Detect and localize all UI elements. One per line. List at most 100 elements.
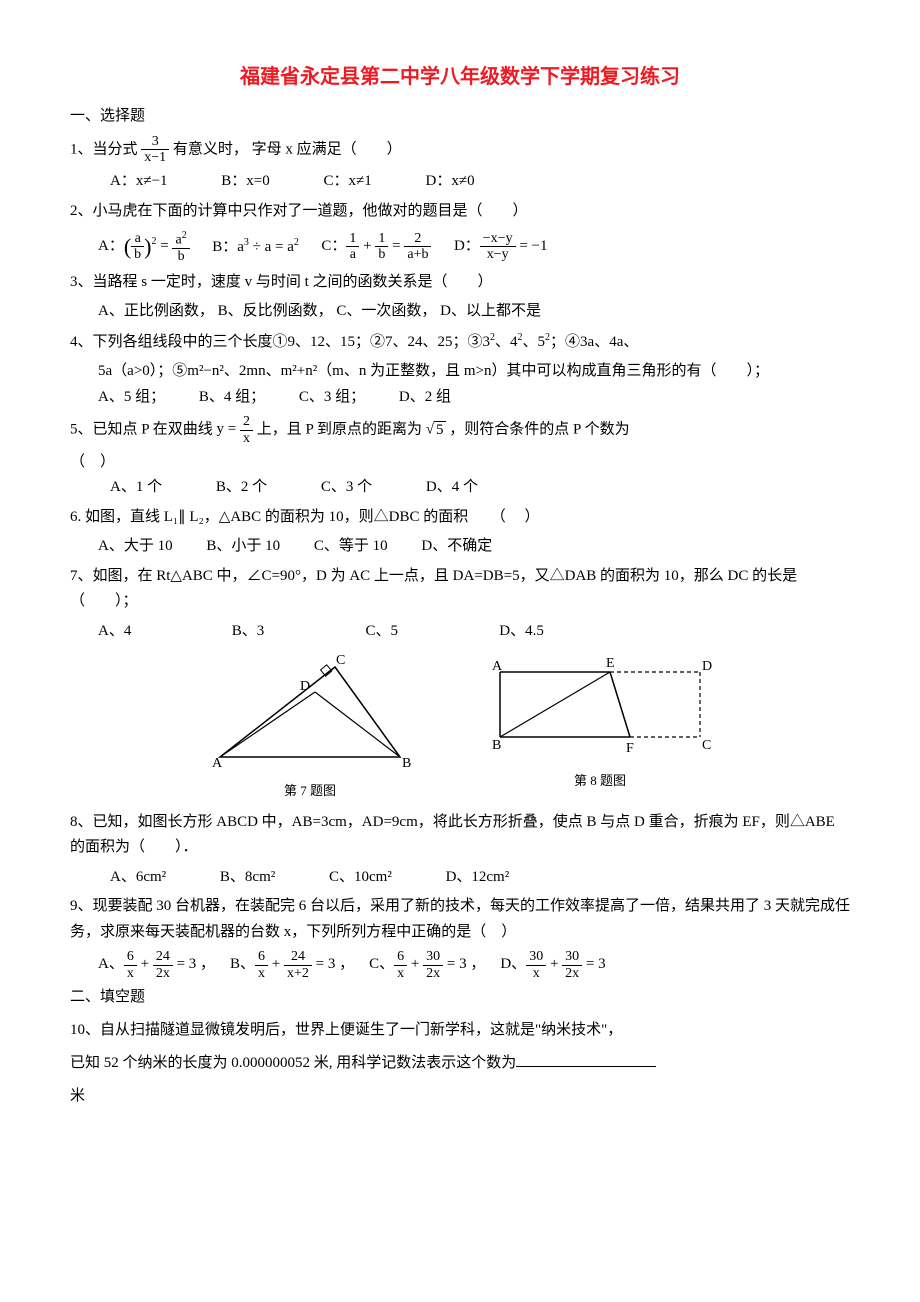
q9-opt-a: A、6x + 242x = 3 ，: [98, 956, 219, 972]
q6-options: A、大于 10 B、小于 10 C、等于 10 D、不确定: [70, 534, 850, 560]
q6-opt-d: D、不确定: [421, 534, 492, 560]
q9b1d: x: [255, 966, 268, 981]
q9a-pre: A、: [98, 956, 124, 972]
q9de: = 3: [582, 956, 605, 972]
q1-options: A：x≠−1 B：x=0 C：x≠1 D：x≠0: [70, 169, 850, 195]
q4-l1d: ；④3a、4a、: [550, 334, 638, 350]
page-title: 福建省永定县第二中学八年级数学下学期复习练习: [70, 60, 850, 94]
q2c-pre: C：: [321, 238, 346, 254]
q10-l2: 已知 52 个纳米的长度为 0.000000052 米, 用科学记数法表示这个数…: [70, 1047, 850, 1080]
q9c1n: 6: [394, 949, 407, 965]
fill-blank[interactable]: [516, 1052, 656, 1067]
q9b1n: 6: [255, 949, 268, 965]
q4-opt-c: C、3 组；: [299, 385, 365, 411]
fig8-caption: 第 8 题图: [480, 770, 720, 792]
q10-l2a: 已知 52 个纳米的长度为 0.000000052 米, 用科学记数法表示这个数…: [70, 1055, 516, 1071]
q2a-ld: b: [131, 247, 144, 262]
q5-opt-b: B、2 个: [216, 475, 267, 501]
q8-opt-c: C、10cm²: [329, 865, 392, 891]
q9be: = 3 ，: [312, 956, 354, 972]
q5-opt-d: D、4 个: [426, 475, 478, 501]
question-6: 6. 如图，直线 L₁∥ L₂，△ABC 的面积为 10，则△DBC 的面积 （…: [70, 505, 850, 531]
fig8-label-c: C: [702, 738, 711, 753]
q4-opt-b: B、4 组；: [199, 385, 265, 411]
q3-opt-b: B、反比例函数，: [218, 303, 333, 319]
q7-opt-a: A、4: [98, 619, 228, 645]
q9b2n: 24: [284, 949, 312, 965]
q8-opt-b: B、8cm²: [220, 865, 275, 891]
q2a-eq: =: [157, 238, 173, 254]
q6-opt-b: B、小于 10: [206, 534, 280, 560]
q4-l1a: 4、下列各组线段中的三个长度①9、12、15；②7、24、25；③3: [70, 334, 490, 350]
q9b2d: x+2: [284, 966, 312, 981]
q4-l1b: 、4: [495, 334, 518, 350]
q9c-pre: C、: [369, 956, 394, 972]
question-10: 10、自从扫描隧道显微镜发明后，世界上便诞生了一门新学科，这就是"纳米技术"， …: [70, 1014, 850, 1113]
question-2: 2、小马虎在下面的计算中只作对了一道题，他做对的题目是（ ）: [70, 199, 850, 225]
fig7-label-c: C: [336, 653, 345, 668]
q9d1n: 30: [526, 949, 546, 965]
q2a-rsup: 2: [182, 230, 187, 241]
q5-options: A、1 个 B、2 个 C、3 个 D、4 个: [70, 475, 850, 501]
question-4: 4、下列各组线段中的三个长度①9、12、15；②7、24、25；③32、42、5…: [70, 329, 850, 356]
q1-stem-a: 1、当分式: [70, 141, 141, 157]
q9-opt-d: D、30x + 302x = 3: [500, 956, 605, 972]
q1-opt-d: D：x≠0: [426, 169, 475, 195]
q5-opt-a: A、1 个: [110, 475, 162, 501]
section-2-heading: 二、填空题: [70, 985, 850, 1011]
q9d1d: x: [526, 966, 546, 981]
q10-l1: 10、自从扫描隧道显微镜发明后，世界上便诞生了一门新学科，这就是"纳米技术"，: [70, 1014, 850, 1047]
q2d-pre: D：: [454, 238, 480, 254]
q9d-pre: D、: [500, 956, 526, 972]
fig7-caption: 第 7 题图: [200, 780, 420, 802]
q3-options: A、正比例函数， B、反比例函数， C、一次函数， D、以上都不是: [70, 299, 850, 325]
q5-paren: （ ）: [70, 450, 850, 476]
q4-opt-a: A、5 组；: [98, 385, 165, 411]
q5-opt-c: C、3 个: [321, 475, 372, 501]
q2-options: A：(ab)2 = a2b B：a3 ÷ a = a2 C：1a + 1b = …: [70, 228, 850, 265]
triangle-icon: A B C D: [200, 652, 420, 772]
q3-opt-d: D、以上都不是: [440, 303, 541, 319]
q1-opt-b: B：x=0: [221, 169, 269, 195]
q5-fn: 2: [240, 414, 253, 430]
q1-fraction: 3 x−1: [141, 134, 169, 166]
figures-row: A B C D 第 7 题图 A E D B F C 第 8 题图: [70, 652, 850, 801]
q9d2d: 2x: [562, 966, 582, 981]
fig7-label-b: B: [402, 756, 411, 771]
q5-y: y =: [217, 421, 240, 437]
section-1-heading: 一、选择题: [70, 104, 850, 130]
question-1: 1、当分式 3 x−1 有意义时， 字母 x 应满足（ ）: [70, 134, 850, 166]
q5-s3: ，则符合条件的点 P 个数为: [449, 422, 629, 438]
q9cp: +: [407, 956, 423, 972]
q5-s2: 上，且 P 到原点的距离为: [257, 422, 426, 438]
q10-l2b: 米: [70, 1080, 850, 1113]
q2ce: =: [388, 238, 404, 254]
q4-l1c: 、5: [523, 334, 546, 350]
q1-opt-c: C：x≠1: [324, 169, 372, 195]
q2b-a: B：a: [212, 239, 244, 255]
q9bp: +: [268, 956, 284, 972]
q6-opt-a: A、大于 10: [98, 534, 173, 560]
q9a2d: 2x: [153, 966, 173, 981]
fig7-label-a: A: [212, 756, 223, 771]
q9a1d: x: [124, 966, 137, 981]
q9c2n: 30: [423, 949, 443, 965]
q9d2n: 30: [562, 949, 582, 965]
q2-opt-c: C：1a + 1b = 2a+b: [321, 238, 435, 254]
figure-8: A E D B F C 第 8 题图: [480, 652, 720, 801]
q6-opt-c: C、等于 10: [314, 534, 388, 560]
fig8-label-d: D: [702, 659, 712, 674]
q5-fd: x: [240, 431, 253, 446]
q9c1d: x: [394, 966, 407, 981]
q9-opt-c: C、6x + 302x = 3 ，: [369, 956, 489, 972]
fig8-label-a: A: [492, 659, 503, 674]
q2-opt-a: A：(ab)2 = a2b: [98, 238, 193, 254]
q5-rv: 5: [434, 421, 446, 438]
q9a1n: 6: [124, 949, 137, 965]
q2dd: x−y: [480, 247, 516, 262]
q9ap: +: [137, 956, 153, 972]
q4-options: A、5 组； B、4 组； C、3 组； D、2 组: [70, 385, 850, 411]
q8-options: A、6cm² B、8cm² C、10cm² D、12cm²: [70, 865, 850, 891]
question-9: 9、现要装配 30 台机器，在装配完 6 台以后，采用了新的技术，每天的工作效率…: [70, 894, 850, 945]
q9ae: = 3 ，: [173, 956, 215, 972]
